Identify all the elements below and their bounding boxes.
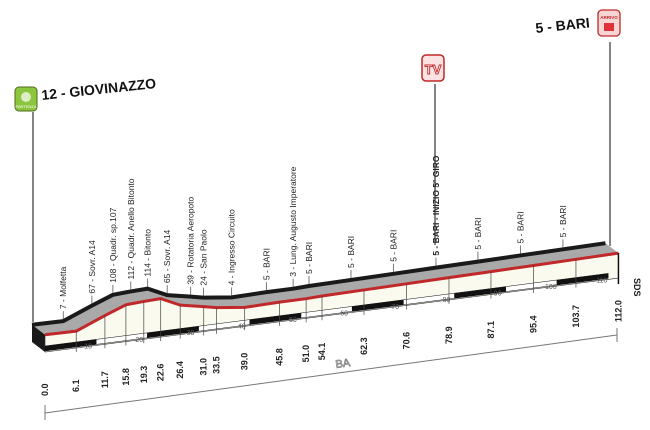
distance-tick-label: 10 bbox=[84, 343, 92, 350]
waypoint-label: 67 - Sovr. A14 bbox=[87, 240, 97, 294]
sds-label: SDS bbox=[632, 278, 642, 297]
km-label: 6.1 bbox=[71, 379, 81, 392]
start-badge-icon: PARTENZA bbox=[14, 86, 38, 112]
waypoint-label: 7 - Molfetta bbox=[58, 266, 68, 309]
waypoint-label: 5 - BARI bbox=[473, 217, 483, 249]
waypoint-label: 4 - Ingresso Circuito bbox=[227, 209, 237, 285]
waypoint-label: 5 - BARI bbox=[346, 236, 356, 268]
waypoint-label: 3 - Lung. Augusto Imperatore bbox=[288, 166, 298, 276]
km-label: 11.7 bbox=[100, 371, 110, 388]
distance-tick-label: 40 bbox=[238, 324, 246, 331]
km-label: 112.0 bbox=[613, 300, 623, 322]
waypoint-label: 5 - BARI - INIZIO 5° GIRO bbox=[431, 155, 441, 256]
waypoint-label: 24 - San Paolo bbox=[199, 229, 209, 286]
km-label: 62.3 bbox=[359, 337, 369, 355]
km-label: 78.9 bbox=[444, 326, 454, 344]
waypoint-label: 5 - BARI bbox=[388, 230, 398, 262]
tv-text: TV bbox=[425, 62, 442, 77]
profile-back-outline bbox=[31, 241, 606, 327]
km-label: 31.0 bbox=[199, 358, 209, 376]
km-label: 87.1 bbox=[486, 321, 496, 339]
km-label: 45.8 bbox=[274, 348, 284, 366]
finish-badge-icon: ARRIVO bbox=[597, 9, 621, 37]
waypoint-labels: 0.0 6.1 7 - Molfetta 11.7 67 - Sovr. A14 15.8… bbox=[40, 155, 623, 396]
finish-label: 5 - BARI bbox=[535, 14, 591, 36]
waypoint-label: 114 - Bitonto bbox=[143, 229, 153, 277]
km-label: 19.3 bbox=[139, 366, 149, 384]
waypoint-label: 39 - Rotatoria Aeropoto bbox=[186, 196, 196, 284]
km-label: 70.6 bbox=[401, 332, 411, 350]
province-label: BA bbox=[335, 357, 352, 371]
km-label: 33.5 bbox=[212, 356, 222, 374]
distance-tick-label: 60 bbox=[340, 310, 348, 317]
distance-tick-label: 80 bbox=[443, 297, 451, 304]
waypoint-label: 5 - BARI bbox=[515, 211, 525, 243]
distance-tick-label: 20 bbox=[135, 337, 143, 344]
km-label: 22.6 bbox=[156, 364, 166, 382]
waypoint-label: 5 - BARI bbox=[304, 242, 314, 274]
waypoint-label: 112 - Quadr. Anello Bitonto bbox=[126, 178, 136, 279]
km-label: 0.0 bbox=[40, 383, 50, 396]
distance-tick-label: 50 bbox=[289, 317, 297, 324]
km-label: 51.0 bbox=[301, 345, 311, 363]
distance-dimension-line bbox=[44, 334, 618, 414]
km-label: 26.4 bbox=[175, 361, 185, 379]
waypoint-label: 5 - BARI bbox=[261, 248, 271, 280]
km-label: 103.7 bbox=[571, 305, 581, 328]
profile-left-face bbox=[32, 324, 45, 352]
distance-bar-segment bbox=[556, 273, 609, 286]
distance-tick-label: 70 bbox=[391, 304, 399, 311]
waypoint-label: 5 - BARI bbox=[558, 205, 568, 237]
km-label: 15.8 bbox=[121, 368, 131, 386]
finish-badge-text: ARRIVO bbox=[600, 15, 618, 20]
waypoint-label: 65 - Sovr. A14 bbox=[162, 229, 172, 283]
km-label: 39.0 bbox=[240, 353, 250, 371]
start-badge-text: PARTENZA bbox=[16, 104, 37, 109]
profile-top-face bbox=[32, 243, 619, 335]
distance-tick-label: 110 bbox=[596, 277, 607, 284]
tv-icon: TV bbox=[421, 54, 445, 82]
distance-tick-label: 90 bbox=[494, 291, 502, 298]
waypoint-label: 108 - Quadr. sp.107 bbox=[108, 207, 118, 282]
profile-body: 10 20 30 40 50 60 70 80 90 100 110 bbox=[31, 241, 620, 353]
road-line bbox=[44, 251, 619, 337]
start-label: 12 - GIOVINAZZO bbox=[41, 75, 157, 103]
distance-tick-label: 100 bbox=[545, 284, 557, 291]
km-label: 54.1 bbox=[317, 343, 327, 361]
distance-tick-label: 30 bbox=[187, 330, 195, 337]
km-label: 95.4 bbox=[528, 316, 538, 334]
